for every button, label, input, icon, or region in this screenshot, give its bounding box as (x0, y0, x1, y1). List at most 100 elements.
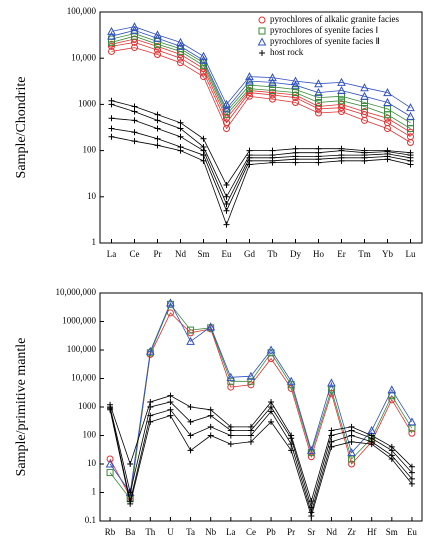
data-point (154, 117, 161, 124)
data-point (266, 345, 276, 354)
data-point (200, 73, 207, 81)
data-point (207, 406, 214, 413)
data-point (268, 418, 275, 425)
data-point (226, 372, 236, 381)
data-point (131, 117, 138, 124)
data-point (338, 108, 345, 116)
legend-text: host rock (270, 47, 304, 57)
data-point (407, 417, 417, 426)
data-point (147, 418, 154, 425)
x-tick-label: Tb (268, 249, 278, 259)
data-point (108, 125, 115, 132)
plot-frame (99, 11, 423, 244)
data-point (177, 119, 184, 126)
data-point (166, 309, 174, 317)
data-point (167, 392, 174, 399)
data-point (291, 76, 300, 85)
series-line (111, 117, 411, 205)
data-point (200, 157, 207, 164)
series-line (109, 312, 413, 499)
data-point (269, 95, 276, 103)
series-line (111, 47, 411, 143)
data-point (247, 427, 254, 434)
x-tick-label: Ho (313, 249, 324, 259)
x-tick-label: La (226, 527, 236, 537)
series-line (109, 401, 413, 509)
data-point (187, 447, 194, 454)
data-point (223, 207, 230, 214)
x-tick-label: Ce (246, 527, 256, 537)
data-point (227, 427, 234, 434)
series-line (109, 303, 413, 500)
data-point (348, 438, 355, 445)
data-point (315, 109, 322, 117)
data-point (106, 455, 114, 463)
data-point (177, 133, 184, 140)
data-point (107, 26, 116, 35)
data-point (315, 103, 322, 111)
data-point (199, 51, 208, 60)
data-point (292, 159, 299, 166)
data-point (207, 423, 214, 430)
data-point (328, 432, 335, 439)
data-point (292, 98, 299, 106)
data-point (288, 435, 295, 442)
y-tick-label: 1000 (78, 98, 97, 108)
data-point (147, 398, 154, 405)
x-tick-label: Nd (326, 527, 337, 537)
data-point (108, 115, 115, 122)
data-point (247, 377, 255, 385)
data-point (108, 42, 115, 50)
data-point (223, 182, 230, 189)
data-point (406, 111, 415, 120)
x-tick-label: Sm (197, 249, 209, 259)
legend-text: pyrochlores of alkalic granite facies (270, 14, 399, 24)
data-point (408, 429, 416, 437)
y-tick-label: 10 (87, 191, 97, 201)
y-tick-label: 1 (92, 487, 97, 497)
data-point (177, 59, 184, 67)
y-tick-label: 100 (83, 145, 97, 155)
data-point (360, 83, 369, 92)
data-point (227, 377, 235, 385)
data-point (361, 108, 368, 116)
data-point (328, 438, 335, 445)
data-point (269, 159, 276, 166)
x-tick-label: Pr (287, 527, 295, 537)
data-point (222, 104, 231, 113)
x-tick-label: Sr (307, 527, 315, 537)
data-point (292, 86, 299, 94)
data-point (338, 157, 345, 164)
data-point (131, 129, 138, 136)
series-line (109, 301, 413, 494)
x-tick-label: Lu (406, 249, 416, 259)
x-tick-label: Eu (222, 249, 232, 259)
series-line (111, 104, 411, 198)
data-point (328, 427, 335, 434)
series-line (111, 41, 411, 138)
data-point (167, 398, 174, 405)
x-tick-label: Hf (367, 527, 377, 537)
data-point (176, 41, 185, 50)
series-line (109, 409, 413, 518)
data-point (154, 51, 161, 59)
x-tick-label: Tm (358, 249, 371, 259)
x-tick-label: Th (145, 527, 155, 537)
data-point (306, 445, 316, 454)
data-point (247, 381, 255, 389)
series-line (111, 26, 411, 109)
series-line (111, 35, 411, 129)
y-tick-label: 1 (92, 237, 97, 247)
data-point (106, 469, 114, 477)
data-point (268, 398, 275, 405)
data-point (207, 432, 214, 439)
y-axis-title: Sample/primitive mantle (14, 338, 29, 477)
data-point (207, 324, 215, 332)
data-point (314, 79, 323, 88)
x-tick-label: Yb (382, 249, 393, 259)
data-point (166, 298, 175, 307)
data-point (383, 88, 392, 97)
x-tick-label: Rb (105, 527, 116, 537)
data-point (130, 22, 139, 31)
x-tick-label: Sm (386, 527, 398, 537)
